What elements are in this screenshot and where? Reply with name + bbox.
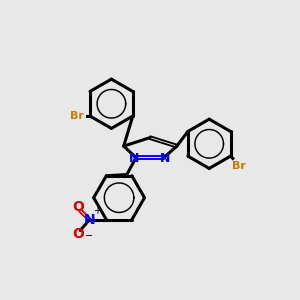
Text: Br: Br xyxy=(70,111,84,121)
Text: N: N xyxy=(84,213,95,227)
Text: N: N xyxy=(160,152,170,165)
Text: O: O xyxy=(73,200,85,214)
Text: N: N xyxy=(129,152,140,165)
Text: +: + xyxy=(93,206,101,216)
Text: O: O xyxy=(73,227,85,241)
Text: Br: Br xyxy=(232,161,246,171)
Text: −: − xyxy=(85,231,93,241)
